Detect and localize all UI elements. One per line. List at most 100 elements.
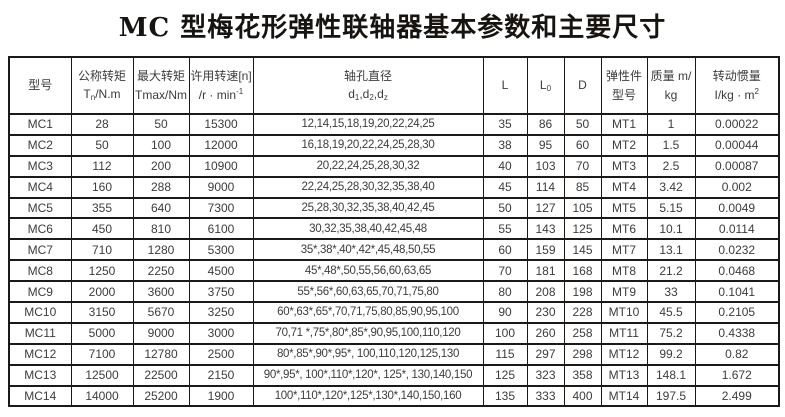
cell-nominal-torque: 12500 xyxy=(70,363,134,387)
table-row: MC5 355 640 7300 25,28,30,32,35,38,40,42,45 5… xyxy=(8,196,780,220)
cell-bore: 20,22,24,25,28,30,32 xyxy=(252,154,484,178)
cell-inertia: 0.0468 xyxy=(694,259,780,283)
cell-D: 125 xyxy=(563,217,602,241)
cell-elastic-model: MT10 xyxy=(600,301,648,324)
column-header-D: D xyxy=(563,56,602,115)
cell-nominal-torque: 450 xyxy=(70,217,134,241)
cell-D: 105 xyxy=(563,196,602,220)
cell-max-torque: 5670 xyxy=(132,301,190,324)
cell-bore: 25,28,30,32,35,38,40,42,45 xyxy=(252,196,484,220)
cell-elastic-model: MT7 xyxy=(600,238,648,262)
cell-bore: 70,71 *,75*,80*,85*,90,95,100,110,120 xyxy=(252,321,484,345)
cell-L: 100 xyxy=(482,321,528,345)
cell-elastic-model: MT8 xyxy=(600,259,648,283)
cell-mass: 10.1 xyxy=(646,217,696,241)
cell-elastic-model: MT1 xyxy=(600,113,648,136)
cell-elastic-model: MT4 xyxy=(600,175,648,199)
cell-L0: 95 xyxy=(526,133,565,157)
cell-max-torque: 810 xyxy=(132,217,190,241)
cell-inertia: 0.00087 xyxy=(694,154,780,178)
cell-L0: 143 xyxy=(526,217,565,241)
cell-elastic-model: MT14 xyxy=(600,384,648,408)
cell-bore: 90*,95*, 100*,110*,120*, 125*, 130,140,1… xyxy=(252,363,484,387)
cell-D: 168 xyxy=(563,259,602,283)
cell-mass: 197.5 xyxy=(646,384,696,408)
cell-speed: 6100 xyxy=(188,217,254,241)
cell-L0: 297 xyxy=(526,342,565,366)
cell-L: 45 xyxy=(482,175,528,199)
cell-mass: 148.1 xyxy=(646,363,696,387)
cell-mass: 33 xyxy=(646,280,696,304)
cell-L0: 260 xyxy=(526,321,565,345)
cell-L0: 159 xyxy=(526,238,565,262)
cell-D: 228 xyxy=(563,301,602,324)
cell-nominal-torque: 160 xyxy=(70,175,134,199)
cell-L0: 114 xyxy=(526,175,565,199)
cell-max-torque: 25200 xyxy=(132,384,190,408)
cell-inertia: 0.0232 xyxy=(694,238,780,262)
cell-nominal-torque: 14000 xyxy=(70,384,134,408)
cell-bore: 45*,48*,50,55,56,60,63,65 xyxy=(252,259,484,283)
column-header-bore: 轴孔直径 d1,d2,dz xyxy=(252,56,484,115)
cell-max-torque: 3600 xyxy=(132,280,190,304)
table-row: MC7 710 1280 5300 35*,38*,40*,42*,45,48,50,5… xyxy=(8,238,780,262)
cell-nominal-torque: 2000 xyxy=(70,280,134,304)
cell-nominal-torque: 355 xyxy=(70,196,134,220)
cell-elastic-model: MT12 xyxy=(600,342,648,366)
cell-model: MC8 xyxy=(8,259,72,283)
cell-max-torque: 9000 xyxy=(132,321,190,345)
cell-L: 90 xyxy=(482,301,528,324)
cell-model: MC14 xyxy=(8,384,72,408)
column-header-nominal-torque: 公称转矩 Tn/N.m xyxy=(70,56,134,115)
cell-bore: 30,32,35,38,40,42,45,48 xyxy=(252,217,484,241)
cell-bore: 60*,63*,65*,70,71,75,80,85,90,95,100 xyxy=(252,301,484,324)
cell-speed: 9000 xyxy=(188,175,254,199)
cell-L: 50 xyxy=(482,196,528,220)
cell-speed: 2150 xyxy=(188,363,254,387)
table-row: MC8 1250 2250 4500 45*,48*,50,55,56,60,63,65… xyxy=(8,259,780,283)
cell-mass: 3.42 xyxy=(646,175,696,199)
cell-L0: 323 xyxy=(526,363,565,387)
column-header-model: 型号 xyxy=(8,56,72,115)
page-title: MC 型梅花形弹性联轴器基本参数和主要尺寸 xyxy=(118,13,667,43)
cell-bore: 55*,56*,60,63,65,70,71,75,80 xyxy=(252,280,484,304)
cell-nominal-torque: 50 xyxy=(70,133,134,157)
cell-bore: 35*,38*,40*,42*,45,48,50,55 xyxy=(252,238,484,262)
cell-L: 125 xyxy=(482,363,528,387)
cell-L0: 333 xyxy=(526,384,565,408)
cell-D: 60 xyxy=(563,133,602,157)
table-row: MC2 50 100 12000 16,18,19,20,22,24,25,28,30 3… xyxy=(8,133,780,157)
cell-mass: 99.2 xyxy=(646,342,696,366)
cell-L: 35 xyxy=(482,113,528,136)
cell-max-torque: 2250 xyxy=(132,259,190,283)
cell-L0: 86 xyxy=(526,113,565,136)
table-row: MC4 160 288 9000 22,24,25,28,30,32,35,38,40 4… xyxy=(8,175,780,199)
cell-model: MC5 xyxy=(8,196,72,220)
cell-speed: 15300 xyxy=(188,113,254,136)
cell-model: MC11 xyxy=(8,321,72,345)
cell-elastic-model: MT3 xyxy=(600,154,648,178)
cell-D: 400 xyxy=(563,384,602,408)
cell-speed: 1900 xyxy=(188,384,254,408)
cell-max-torque: 50 xyxy=(132,113,190,136)
cell-L: 115 xyxy=(482,342,528,366)
cell-mass: 1.5 xyxy=(646,133,696,157)
cell-mass: 5.15 xyxy=(646,196,696,220)
column-header-max-torque: 最大转矩 Tmax/Nm xyxy=(132,56,190,115)
cell-bore: 80*,85*,90*,95*, 100,110,120,125,130 xyxy=(252,342,484,366)
cell-bore: 12,14,15,18,19,20,22,24,25 xyxy=(252,113,484,136)
cell-L: 60 xyxy=(482,238,528,262)
cell-speed: 7300 xyxy=(188,196,254,220)
table-row: MC9 2000 3600 3750 55*,56*,60,63,65,70,71,75… xyxy=(8,280,780,304)
cell-D: 298 xyxy=(563,342,602,366)
cell-elastic-model: MT13 xyxy=(600,363,648,387)
table-row: MC11 5000 9000 3000 70,71 *,75*,80*,85*,90,9… xyxy=(8,321,780,345)
cell-max-torque: 200 xyxy=(132,154,190,178)
cell-nominal-torque: 5000 xyxy=(70,321,134,345)
cell-model: MC13 xyxy=(8,363,72,387)
cell-inertia: 0.0114 xyxy=(694,217,780,241)
cell-model: MC10 xyxy=(8,301,72,324)
table-row: MC13 12500 22500 2150 90*,95*, 100*,110*,120… xyxy=(8,363,780,387)
cell-speed: 3250 xyxy=(188,301,254,324)
